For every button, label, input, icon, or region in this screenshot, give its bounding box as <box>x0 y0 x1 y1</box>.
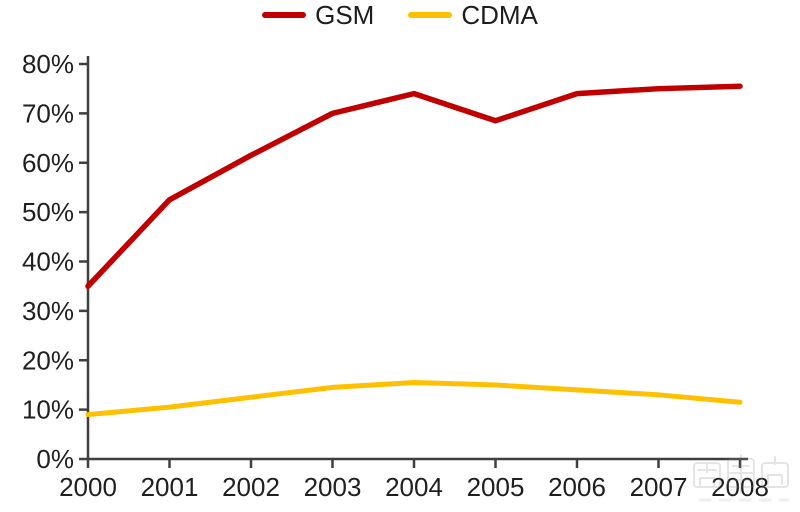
legend-item-cdma: CDMA <box>408 1 538 29</box>
cdma-line-swatch <box>408 12 453 18</box>
x-tick-label: 2002 <box>222 472 280 502</box>
y-tick-label: 70% <box>22 98 74 128</box>
x-tick-label: 2006 <box>548 472 606 502</box>
watermark-logo <box>693 454 790 502</box>
y-tick-label: 50% <box>22 197 74 227</box>
x-tick-label: 2008 <box>711 472 769 502</box>
x-tick-label: 2001 <box>141 472 199 502</box>
cdma-line <box>85 379 743 418</box>
y-tick-label: 0% <box>36 444 74 474</box>
chart-legend: GSM CDMA <box>0 1 800 29</box>
legend-label-gsm: GSM <box>315 0 375 30</box>
legend-item-gsm: GSM <box>262 1 374 29</box>
x-tick-label: 2004 <box>385 472 443 502</box>
x-tick-label: 2005 <box>467 472 525 502</box>
gsm-line <box>85 83 743 289</box>
gsm-line-swatch <box>262 12 307 18</box>
legend-label-cdma: CDMA <box>461 0 538 30</box>
y-tick-label: 10% <box>22 395 74 425</box>
x-tick-label: 2000 <box>59 472 117 502</box>
x-tick-label: 2003 <box>304 472 362 502</box>
y-tick-label: 20% <box>22 345 74 375</box>
y-tick-label: 30% <box>22 296 74 326</box>
x-tick-label: 2007 <box>630 472 688 502</box>
y-tick-label: 40% <box>22 247 74 277</box>
y-tick-label: 60% <box>22 148 74 178</box>
y-tick-label: 80% <box>22 49 74 79</box>
axis-lines <box>86 56 748 461</box>
